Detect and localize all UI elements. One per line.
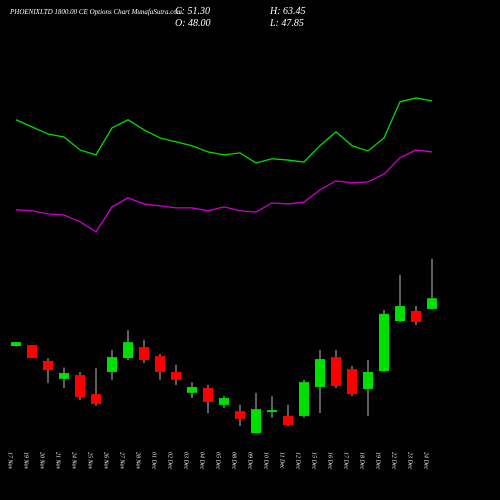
candle-body	[235, 411, 245, 419]
x-tick-label: 10 Dec	[263, 452, 269, 469]
candle-body	[395, 306, 405, 321]
x-tick-label: 26 Nov	[103, 452, 109, 470]
candle-body	[155, 356, 165, 373]
x-tick-label: 11 Dec	[279, 452, 285, 469]
stat: H: 63.45	[269, 6, 306, 17]
x-tick-label: 15 Dec	[311, 452, 317, 469]
x-tick-label: 24 Nov	[71, 452, 78, 470]
x-tick-label: 01 Dec	[151, 452, 157, 469]
x-tick-label: 17 Dec	[343, 452, 349, 469]
candle-body	[219, 398, 229, 405]
x-tick-label: 20 Nov	[39, 452, 45, 470]
candle-body	[75, 374, 85, 398]
candle-body	[123, 342, 133, 359]
candle-body	[347, 369, 357, 395]
candle-body	[187, 387, 197, 393]
candle-body	[363, 372, 373, 389]
x-tick-label: 04 Dec	[199, 452, 206, 469]
candle-body	[59, 373, 69, 379]
x-tick-label: 12 Dec	[295, 452, 301, 469]
x-tick-label: 17 Nov	[7, 452, 13, 470]
x-tick-label: 08 Dec	[231, 452, 237, 469]
candle-body	[411, 310, 421, 322]
candle-body	[27, 345, 37, 359]
x-tick-label: 05 Dec	[215, 452, 221, 469]
candle-body	[203, 387, 213, 402]
stat: O: 48.00	[175, 18, 211, 29]
candle-body	[299, 382, 309, 416]
x-tick-label: 16 Dec	[327, 452, 333, 469]
x-tick-label: 23 Dec	[407, 452, 413, 469]
candle-body	[11, 342, 21, 347]
candle-body	[427, 298, 437, 309]
candle-body	[267, 410, 277, 413]
x-tick-label: 19 Dec	[375, 452, 381, 469]
stat: C: 51.30	[175, 6, 210, 17]
chart-title: PHOENIXLTD 1800.00 CE Options Chart Muna…	[9, 8, 182, 16]
x-tick-label: 03 Dec	[183, 452, 189, 469]
stat: L: 47.85	[269, 18, 304, 29]
candle-body	[107, 357, 117, 373]
candle-body	[43, 360, 53, 371]
x-tick-label: 22 Dec	[391, 452, 397, 469]
x-tick-label: 27 Nov	[119, 452, 125, 470]
x-tick-label: 18 Dec	[359, 452, 365, 469]
candle-body	[251, 409, 261, 434]
x-tick-label: 21 Nov	[55, 452, 61, 470]
x-tick-label: 02 Dec	[167, 452, 173, 469]
candle-body	[379, 313, 389, 372]
x-tick-label: 24 Dec	[423, 452, 430, 469]
x-tick-label: 25 Nov	[87, 452, 93, 470]
candle-body	[331, 357, 341, 387]
x-tick-label: 09 Dec	[247, 452, 253, 469]
candle-body	[171, 372, 181, 380]
x-tick-label: 28 Nov	[135, 452, 141, 470]
x-tick-label: 19 Nov	[23, 452, 29, 470]
indicator-line	[15, 149, 433, 233]
candle-body	[91, 394, 101, 404]
indicator-line	[15, 97, 433, 164]
candle-body	[315, 359, 325, 388]
candle-body	[283, 415, 293, 426]
candle-body	[139, 347, 149, 361]
